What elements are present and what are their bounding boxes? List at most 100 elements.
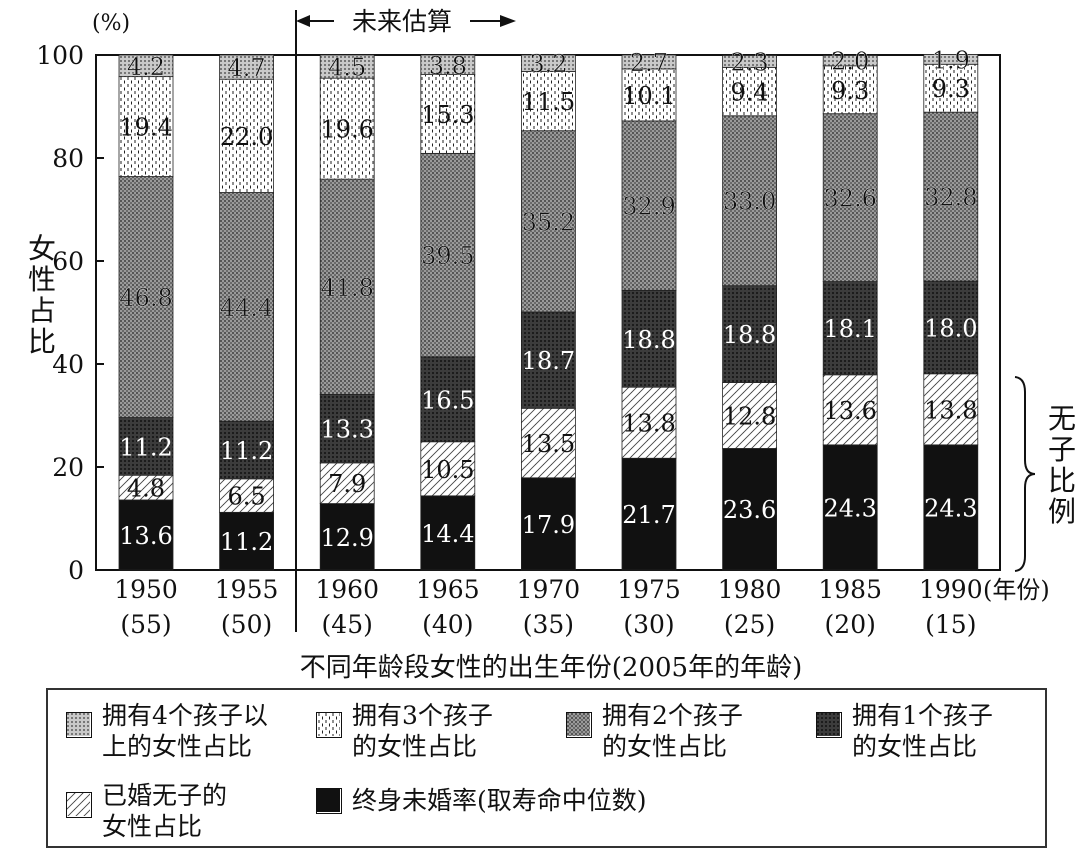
- x-tick-label: 1960: [315, 575, 379, 604]
- x-tick-sublabel: (25): [724, 610, 775, 639]
- bar-segment-four_plus: [722, 55, 777, 68]
- legend-swatch-lifetime-unmarried: [316, 788, 342, 814]
- legend-swatch-married-no-child: [66, 792, 92, 818]
- y-tick-label: 60: [52, 247, 84, 276]
- bar-segment-lifetime_unmarried: [621, 457, 677, 571]
- legend-label-two-children: 拥有2个孩子 的女性占比: [602, 701, 743, 761]
- data-label: 41.8: [320, 274, 373, 302]
- childless-label: 无子比例: [1048, 402, 1075, 528]
- data-label: 13.8: [622, 410, 675, 438]
- data-label: 32.9: [622, 193, 675, 221]
- data-label: 10.1: [622, 82, 675, 110]
- data-label: 13.8: [924, 396, 977, 424]
- data-label: 7.9: [328, 470, 366, 498]
- x-tick-sublabel: (40): [422, 610, 473, 639]
- legend-label-three-children: 拥有3个孩子 的女性占比: [352, 701, 493, 761]
- bar-segment-four_plus: [219, 54, 275, 80]
- x-tick-label: 1955: [215, 575, 279, 604]
- x-tick-sublabel: (50): [221, 610, 272, 639]
- bar-segment-one_child: [319, 393, 375, 464]
- bar-segment-three_children: [722, 66, 777, 117]
- data-label: 4.8: [127, 475, 165, 503]
- data-label: 18.8: [723, 321, 776, 349]
- data-label: 13.5: [522, 430, 575, 458]
- bar-segment-lifetime_unmarried: [521, 477, 576, 571]
- bar-segment-two_children: [420, 152, 476, 358]
- y-tick-label: 0: [68, 556, 84, 585]
- x-tick-label: 1980: [718, 575, 782, 604]
- x-tick-sublabel: (55): [120, 610, 171, 639]
- bar-segment-one_child: [521, 311, 576, 409]
- y-tick-label: 100: [36, 41, 84, 70]
- x-tick-label: 1985: [818, 575, 882, 604]
- bar-segment-married_no_child: [118, 474, 174, 501]
- data-label: 13.6: [823, 397, 876, 425]
- bar-segment-three_children: [319, 77, 375, 180]
- data-label: 9.3: [831, 77, 869, 105]
- data-label: 13.6: [119, 522, 172, 550]
- legend-swatch-fill: [317, 789, 340, 812]
- bar-stack-1975: 21.7 13.8 18.8 32.9 10.1 2.7: [621, 49, 677, 571]
- bar-segment-four_plus: [420, 54, 476, 75]
- legend-item-one-child: 拥有1个孩子 的女性占比: [816, 700, 993, 762]
- data-label: 16.5: [421, 386, 474, 414]
- y-tick-label: 40: [52, 350, 84, 379]
- data-label: 24.3: [924, 494, 977, 522]
- legend-label-one-child: 拥有1个孩子 的女性占比: [852, 701, 993, 761]
- legend-swatch-three-children: [316, 712, 342, 738]
- legend-item-two-children: 拥有2个孩子 的女性占比: [566, 700, 743, 762]
- x-axis-title: 不同年龄段女性的出生年份(2005年的年龄): [300, 653, 802, 683]
- data-label: 24.3: [823, 494, 876, 522]
- bar-segment-married_no_child: [923, 373, 979, 446]
- data-label: 13.3: [320, 416, 373, 444]
- data-label: 9.3: [932, 75, 970, 103]
- x-tick-sublabel: (35): [523, 610, 574, 639]
- bar-segment-one_child: [621, 289, 677, 388]
- bars: 13.6 4.8 11.2 46.8 19.4 4.2 11.2 6.5 11.2 44.4 22.…: [118, 46, 979, 571]
- bar-segment-lifetime_unmarried: [219, 511, 275, 571]
- bar-segment-three_children: [118, 76, 174, 177]
- data-label: 11.2: [119, 433, 172, 461]
- bar-stack-1960: 12.9 7.9 13.3 41.8 19.6 4.5: [319, 53, 375, 571]
- legend-swatch-fill: [67, 793, 90, 816]
- data-label: 15.3: [421, 101, 474, 129]
- data-label: 10.5: [421, 456, 474, 484]
- bar-segment-two_children: [923, 111, 979, 282]
- bar-stack-1985: 24.3 13.6 18.1 32.6 9.32.0: [822, 48, 878, 571]
- bar-segment-married_no_child: [420, 441, 476, 497]
- bar-stack-1990: 24.3 13.8 18.0 32.8 9.31.9: [923, 46, 979, 571]
- data-label: 18.1: [823, 315, 876, 343]
- bar-segment-two_children: [118, 176, 174, 418]
- bar-segment-three_children: [822, 65, 878, 115]
- data-label: 14.4: [421, 520, 474, 548]
- x-tick-sublabel: (45): [322, 610, 373, 639]
- bar-segment-lifetime_unmarried: [822, 444, 878, 571]
- data-label: 4.5: [328, 54, 366, 82]
- data-label: 19.6: [320, 116, 373, 144]
- bar-segment-four_plus: [521, 54, 576, 72]
- bar-segment-three_children: [621, 68, 677, 122]
- x-axis: 1950 (55) 1955 (50) 1960 (45) 1965 (40) 1970 (35)…: [114, 575, 982, 639]
- data-label: 21.7: [622, 501, 675, 529]
- bar-stack-1955: 11.2 6.5 11.2 44.4 22.0 4.7: [219, 54, 275, 571]
- bar-segment-three_children: [420, 74, 476, 154]
- legend: 拥有4个孩子以 上的女性占比 拥有3个孩子 的女性占比 拥有2个孩子 的女性占比…: [46, 688, 1047, 848]
- data-label: 11.2: [220, 528, 273, 556]
- bar-segment-one_child: [822, 281, 878, 376]
- y-tick-label: 20: [52, 453, 84, 482]
- data-label: 3.2: [529, 50, 567, 78]
- data-label: 22.0: [220, 123, 273, 151]
- x-tick-sublabel: (30): [623, 610, 674, 639]
- data-label: 2.0: [831, 48, 869, 76]
- data-label: 17.9: [522, 511, 575, 539]
- legend-item-four-plus: 拥有4个孩子以 上的女性占比: [66, 700, 268, 762]
- bar-stack-1970: 17.9 13.5 18.7 35.2 11.5 3.2: [521, 50, 576, 571]
- legend-label-married-no-child: 已婚无子的 女性占比: [102, 781, 228, 841]
- data-label: 2.3: [731, 48, 769, 76]
- data-label: 6.5: [228, 483, 266, 511]
- legend-swatch-four-plus: [66, 712, 92, 738]
- legend-swatch-fill: [67, 713, 90, 736]
- legend-label-four-plus: 拥有4个孩子以 上的女性占比: [102, 701, 268, 761]
- bar-segment-married_no_child: [621, 386, 677, 459]
- x-tick-label: 1970: [517, 575, 581, 604]
